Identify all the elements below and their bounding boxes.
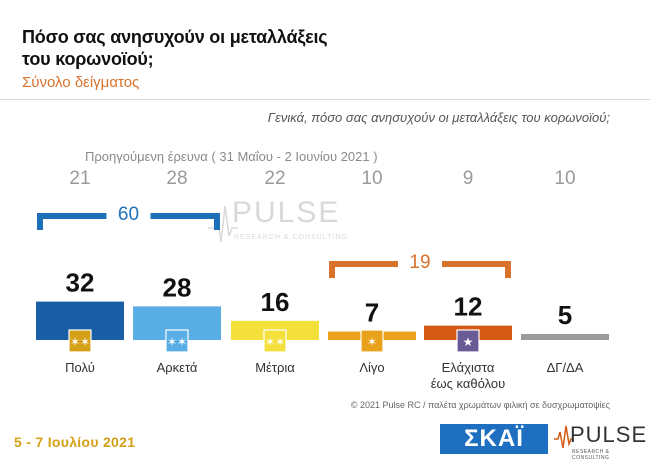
- value-label: 16: [261, 287, 290, 317]
- star-icon: ★: [463, 335, 474, 349]
- subtitle: Σύνολο δείγματος: [22, 74, 140, 91]
- bar-chart: 32 ✶✶ Πολύ 28 ✶✶ Αρκετά 16 ✶✶ Μέτρια 7 ✶ Λίγο 12 ★ Ελά…: [36, 268, 609, 391]
- value-label: 5: [558, 300, 572, 330]
- group-total: 19: [409, 252, 431, 273]
- header-divider: [0, 99, 650, 100]
- pulse-logo-tagline: RESEARCH & CONSULTING: [572, 449, 610, 461]
- previous-value: 21: [69, 168, 91, 189]
- bracket-line: [329, 261, 511, 278]
- value-label: 12: [454, 292, 483, 322]
- page-title: Πόσο σας ανησυχούν οι μεταλλάξεις του κο…: [22, 26, 328, 70]
- bracket-line: [37, 213, 220, 230]
- category-label: Αρκετά: [157, 360, 198, 375]
- previous-value: 10: [361, 168, 383, 189]
- previous-value: 28: [166, 168, 188, 189]
- previous-values-row: 21 28 22 10 9 10: [0, 168, 650, 194]
- skai-logo: ΣΚΑΪ: [440, 424, 548, 454]
- category-label: Λίγο: [359, 360, 384, 375]
- title-line-2: του κορωνοϊού;: [22, 49, 154, 69]
- watermark-tagline: RESEARCH & CONSULTING: [234, 234, 348, 241]
- category-icon: [263, 329, 287, 353]
- copyright-note: © 2021 Pulse RC / παλέτα χρωμάτων φιλική…: [350, 400, 610, 410]
- category-label: Ελάχιστα: [442, 360, 495, 375]
- star-icon: ✶: [367, 335, 377, 349]
- group-total: 60: [117, 204, 140, 225]
- star-icon: ✶✶: [167, 335, 187, 349]
- category-icon: [456, 329, 480, 353]
- survey-date: 5 - 7 Ιουλίου 2021: [14, 434, 136, 450]
- value-label: 28: [163, 272, 192, 302]
- previous-value: 9: [462, 168, 474, 189]
- previous-survey-label: Προηγούμενη έρευνα ( 31 Μαΐου - 2 Ιουνίο…: [85, 149, 378, 164]
- title-line-1: Πόσο σας ανησυχούν οι μεταλλάξεις: [22, 27, 328, 47]
- value-label: 32: [66, 268, 95, 298]
- category-icon: [360, 329, 384, 353]
- star-icon: ✶✶: [265, 335, 285, 349]
- pulse-logo: PULSE RESEARCH & CONSULTING: [554, 422, 646, 462]
- pulse-logo-wave-icon: [554, 425, 572, 449]
- category-label: έως καθόλου: [431, 376, 506, 391]
- value-label: 7: [365, 298, 379, 328]
- category-label: Μέτρια: [255, 360, 295, 375]
- star-icon: ✶✶: [70, 335, 90, 349]
- bar: [521, 334, 609, 340]
- watermark-brand: PULSE: [232, 196, 341, 229]
- category-label: Πολύ: [65, 360, 95, 375]
- category-icon: [68, 329, 92, 353]
- category-icon: [165, 329, 189, 353]
- category-label: ΔΓ/ΔΑ: [547, 360, 584, 375]
- previous-value: 10: [554, 168, 576, 189]
- previous-value: 22: [264, 168, 286, 189]
- pulse-logo-text: PULSE: [570, 422, 648, 447]
- question-text: Γενικά, πόσο σας ανησυχούν οι μεταλλάξει…: [267, 110, 610, 125]
